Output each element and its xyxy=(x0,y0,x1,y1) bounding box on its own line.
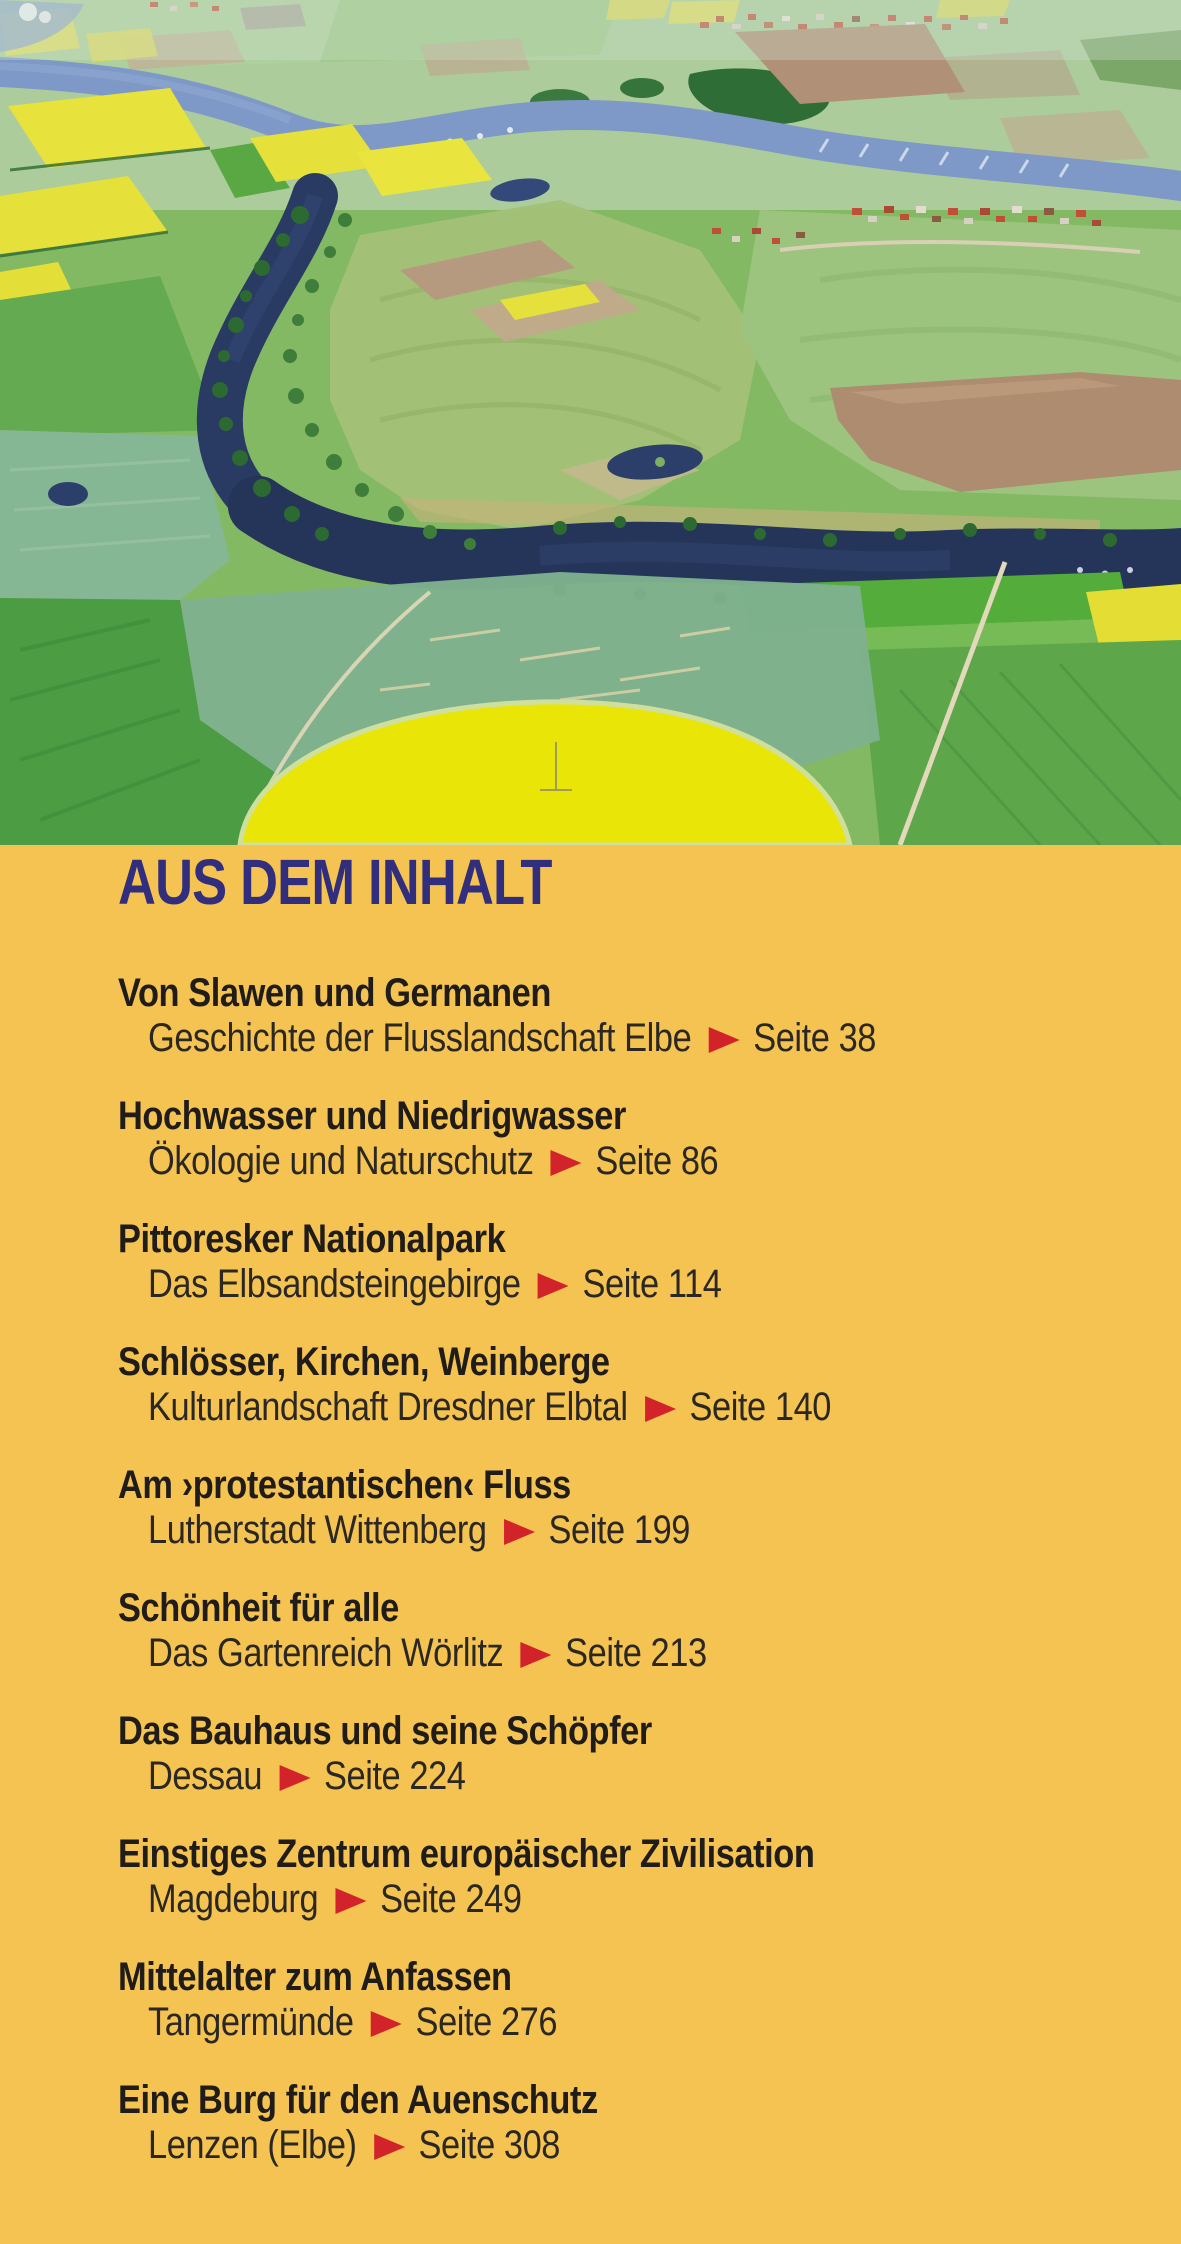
entry-heading: Hochwasser und Niedrigwasser xyxy=(118,1094,626,1138)
entry-subtitle: Das Elbsandsteingebirge xyxy=(148,1262,521,1306)
entry-subtitle-line: Dessau Seite 224 xyxy=(148,1754,1002,1799)
entry-heading: Eine Burg für den Auenschutz xyxy=(118,2078,598,2122)
arrow-right-icon xyxy=(335,1888,367,1914)
aerial-photo xyxy=(0,0,1181,845)
entry-heading: Schlösser, Kirchen, Weinberge xyxy=(118,1340,610,1384)
entry-page-ref[interactable]: Seite 224 xyxy=(323,1754,466,1798)
entry-page-ref[interactable]: Seite 199 xyxy=(548,1508,690,1552)
arrow-right-icon xyxy=(708,1027,740,1053)
arrow-right-icon xyxy=(503,1519,535,1545)
entry-subtitle: Tangermünde xyxy=(148,2000,354,2044)
entry-subtitle-line: Kulturlandschaft Dresdner Elbtal Seite 1… xyxy=(148,1385,1002,1430)
page-title: AUS DEM INHALT xyxy=(118,846,552,918)
arrow-right-icon xyxy=(279,1765,311,1791)
toc-entry: Hochwasser und Niedrigwasser Ökologie un… xyxy=(118,1094,1141,1184)
entry-subtitle-line: Das Elbsandsteingebirge Seite 114 xyxy=(148,1262,1002,1307)
entry-page-ref[interactable]: Seite 249 xyxy=(380,1877,522,1921)
toc-entry: Eine Burg für den Auenschutz Lenzen (Elb… xyxy=(118,2078,1141,2168)
entry-subtitle: Dessau xyxy=(148,1754,263,1798)
entry-heading: Mittelalter zum Anfassen xyxy=(118,1955,512,1999)
entry-subtitle: Geschichte der Flusslandschaft Elbe xyxy=(148,1016,692,1060)
toc-entry: Das Bauhaus und seine Schöpfer Dessau Se… xyxy=(118,1709,1141,1799)
toc-entry: Einstiges Zentrum europäischer Zivilisat… xyxy=(118,1832,1141,1922)
entry-subtitle: Kulturlandschaft Dresdner Elbtal xyxy=(148,1385,628,1429)
arrow-right-icon xyxy=(373,2134,405,2160)
entry-subtitle-line: Tangermünde Seite 276 xyxy=(148,2000,1002,2045)
arrow-right-icon xyxy=(537,1273,569,1299)
entry-heading: Von Slawen und Germanen xyxy=(118,971,551,1015)
arrow-right-icon xyxy=(644,1396,676,1422)
entry-heading: Das Bauhaus und seine Schöpfer xyxy=(118,1709,652,1753)
distant-town xyxy=(150,2,1008,30)
entry-page-ref[interactable]: Seite 114 xyxy=(582,1262,722,1306)
entry-subtitle-line: Geschichte der Flusslandschaft Elbe Seit… xyxy=(148,1016,1002,1061)
entry-heading: Am ›protestantischen‹ Fluss xyxy=(118,1463,571,1507)
entry-page-ref[interactable]: Seite 276 xyxy=(415,2000,558,2044)
entry-subtitle-line: Lenzen (Elbe) Seite 308 xyxy=(148,2123,1002,2168)
toc-entry: Am ›protestantischen‹ Fluss Lutherstadt … xyxy=(118,1463,1141,1553)
entry-subtitle: Das Gartenreich Wörlitz xyxy=(148,1631,504,1675)
toc-entry: Mittelalter zum Anfassen Tangermünde Sei… xyxy=(118,1955,1141,2045)
entry-subtitle: Ökologie und Naturschutz xyxy=(148,1139,534,1183)
aerial-photo-svg xyxy=(0,0,1181,845)
entry-heading: Pittoresker Nationalpark xyxy=(118,1217,506,1261)
entry-page-ref[interactable]: Seite 140 xyxy=(689,1385,831,1429)
contents-panel: AUS DEM INHALT Von Slawen und Germanen G… xyxy=(0,845,1181,2244)
arrow-right-icon xyxy=(520,1642,552,1668)
entry-page-ref[interactable]: Seite 38 xyxy=(753,1016,876,1060)
village xyxy=(712,206,1101,244)
entry-subtitle: Lutherstadt Wittenberg xyxy=(148,1508,487,1552)
entry-page-ref[interactable]: Seite 86 xyxy=(595,1139,719,1183)
riverbank-trees xyxy=(212,206,1126,608)
entry-subtitle-line: Ökologie und Naturschutz Seite 86 xyxy=(148,1139,1002,1184)
entry-heading: Schönheit für alle xyxy=(118,1586,399,1630)
toc-entry: Schlösser, Kirchen, Weinberge Kulturland… xyxy=(118,1340,1141,1430)
entry-subtitle: Lenzen (Elbe) xyxy=(148,2123,357,2167)
toc-entry: Schönheit für alle Das Gartenreich Wörli… xyxy=(118,1586,1141,1676)
arrow-right-icon xyxy=(550,1150,582,1176)
toc-entry: Von Slawen und Germanen Geschichte der F… xyxy=(118,971,1141,1061)
entry-heading: Einstiges Zentrum europäischer Zivilisat… xyxy=(118,1832,815,1876)
toc-entry: Pittoresker Nationalpark Das Elbsandstei… xyxy=(118,1217,1141,1307)
entry-page-ref[interactable]: Seite 308 xyxy=(418,2123,561,2167)
entry-page-ref[interactable]: Seite 213 xyxy=(565,1631,707,1675)
entry-subtitle-line: Magdeburg Seite 249 xyxy=(148,1877,1002,1922)
toc-list: Von Slawen und Germanen Geschichte der F… xyxy=(118,971,1141,2168)
entry-subtitle: Magdeburg xyxy=(148,1877,319,1921)
entry-subtitle-line: Lutherstadt Wittenberg Seite 199 xyxy=(148,1508,1002,1553)
arrow-right-icon xyxy=(370,2011,402,2037)
entry-subtitle-line: Das Gartenreich Wörlitz Seite 213 xyxy=(148,1631,1002,1676)
